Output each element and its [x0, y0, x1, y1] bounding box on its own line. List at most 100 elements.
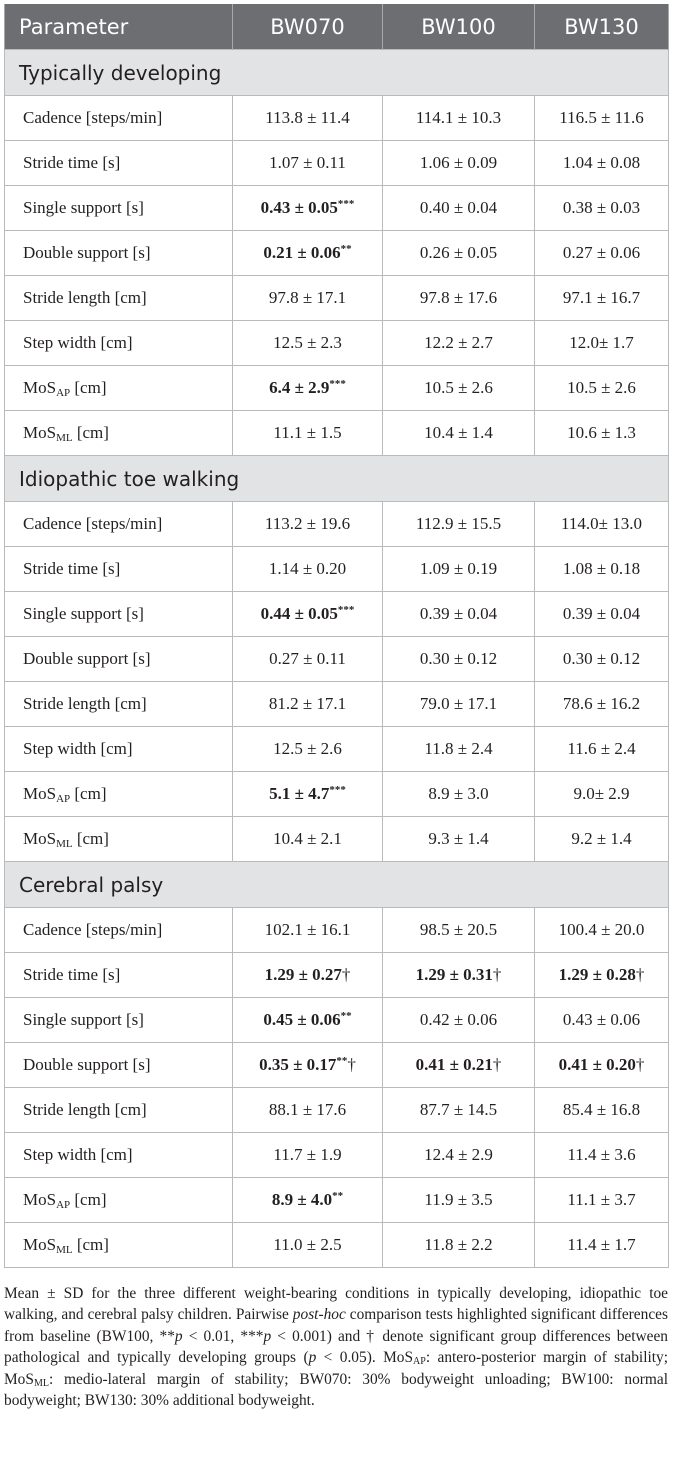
footnote-segment: p [263, 1327, 272, 1345]
parameter-cell: Step width [cm] [4, 320, 233, 366]
footnote-segment: : antero-posterior margin of stability; … [4, 1349, 668, 1388]
mean-sd-value: 11.7 ± 1.9 [273, 1145, 342, 1164]
value-cell-bw130: 12.0± 1.7 [534, 320, 669, 366]
mean-sd-value: 5.1 ± 4.7 [269, 784, 330, 803]
table-body: Typically developing Cadence [steps/min] 1… [4, 49, 669, 1268]
table-row: Double support [s] 0.35 ± 0.17**† 0.41 ± 0… [4, 1042, 669, 1088]
parameter-label: Stride time [s] [23, 965, 121, 984]
group-header-row: Idiopathic toe walking [4, 455, 669, 502]
table-row: Step width [cm] 12.5 ± 2.3 12.2 ± 2.7 12.0±… [4, 320, 669, 366]
parameter-unit: [cm] [70, 1190, 107, 1209]
footnote-segment: comparison tests highlighted significant… [4, 1306, 668, 1345]
table-row: Stride time [s] 1.14 ± 0.20 1.09 ± 0.19 1.0… [4, 546, 669, 592]
header-bw130: BW130 [534, 4, 669, 50]
table-row: Double support [s] 0.27 ± 0.11 0.30 ± 0.12… [4, 636, 669, 682]
parameter-cell: Stride time [s] [4, 952, 233, 998]
value-cell-bw100: 1.09 ± 0.19 [382, 546, 535, 592]
group-difference-dagger: † [347, 1055, 356, 1074]
mean-sd-value: 0.45 ± 0.06 [263, 1010, 341, 1029]
mean-sd-value: 11.9 ± 3.5 [424, 1190, 493, 1209]
mean-sd-value: 0.40 ± 0.04 [419, 198, 498, 217]
mean-sd-value: 79.0 ± 17.1 [419, 694, 498, 713]
value-cell-bw130: 11.4 ± 3.6 [534, 1132, 669, 1178]
value-cell-bw100: 98.5 ± 20.5 [382, 907, 535, 953]
parameter-label: Step width [cm] [23, 739, 133, 758]
parameter-label: Single support [s] [23, 1010, 144, 1029]
mean-sd-value: 11.6 ± 2.4 [567, 739, 636, 758]
value-cell-bw100: 12.4 ± 2.9 [382, 1132, 535, 1178]
parameter-label: Stride length [cm] [23, 288, 147, 307]
value-cell-bw070: 11.7 ± 1.9 [232, 1132, 383, 1178]
mean-sd-value: 0.21 ± 0.06 [263, 243, 341, 262]
group-title: Cerebral palsy [4, 861, 669, 908]
value-cell-bw130: 116.5 ± 11.6 [534, 95, 669, 141]
parameter-label: Double support [s] [23, 243, 151, 262]
table-row: Cadence [steps/min] 113.2 ± 19.6 112.9 ± 1… [4, 501, 669, 547]
value-cell-bw130: 9.0± 2.9 [534, 771, 669, 817]
parameter-label: Single support [s] [23, 198, 144, 217]
parameter-label: Stride length [cm] [23, 1100, 147, 1119]
footnote-segment: < 0.05). MoS [316, 1349, 414, 1367]
mean-sd-value: 114.1 ± 10.3 [415, 108, 502, 127]
parameter-cell: Single support [s] [4, 591, 233, 637]
footnote-segment: p [308, 1349, 317, 1367]
value-cell-bw130: 10.6 ± 1.3 [534, 410, 669, 456]
value-cell-bw070: 10.4 ± 2.1 [232, 816, 383, 862]
table-row: MoSML [cm] 10.4 ± 2.1 9.3 ± 1.4 9.2 ± 1.4 [4, 816, 669, 862]
table-row: Single support [s] 0.43 ± 0.05*** 0.40 ± 0… [4, 185, 669, 231]
value-cell-bw070: 6.4 ± 2.9*** [232, 365, 383, 411]
value-cell-bw100: 0.30 ± 0.12 [382, 636, 535, 682]
parameter-label: Cadence [steps/min] [23, 514, 163, 533]
footnote-segment: AP [413, 1356, 426, 1368]
value-cell-bw100: 0.26 ± 0.05 [382, 230, 535, 276]
value-cell-bw070: 113.8 ± 11.4 [232, 95, 383, 141]
group-difference-dagger: † [341, 965, 351, 984]
parameter-label: MoS [23, 378, 57, 397]
value-cell-bw100: 97.8 ± 17.6 [382, 275, 535, 321]
group-difference-dagger: † [635, 1055, 645, 1074]
mean-sd-value: 11.1 ± 1.5 [273, 423, 342, 442]
parameter-label: MoS [23, 423, 57, 442]
parameter-cell: Step width [cm] [4, 726, 233, 772]
parameter-label: Step width [cm] [23, 333, 133, 352]
parameter-cell: Cadence [steps/min] [4, 95, 233, 141]
mean-sd-value: 8.9 ± 4.0 [271, 1190, 333, 1209]
value-cell-bw100: 0.40 ± 0.04 [382, 185, 535, 231]
mean-sd-value: 11.0 ± 2.5 [273, 1235, 342, 1254]
value-cell-bw100: 1.29 ± 0.31† [382, 952, 535, 998]
parameter-cell: Single support [s] [4, 185, 233, 231]
results-table: Parameter BW070 BW100 BW130 Typically de… [4, 4, 669, 1268]
value-cell-bw100: 8.9 ± 3.0 [382, 771, 535, 817]
group-difference-dagger: † [492, 965, 502, 984]
mean-sd-value: 116.5 ± 11.6 [559, 108, 644, 127]
mean-sd-value: 0.41 ± 0.21 [415, 1055, 493, 1074]
table-row: Cadence [steps/min] 102.1 ± 16.1 98.5 ± 20… [4, 907, 669, 953]
mean-sd-value: 11.4 ± 1.7 [567, 1235, 636, 1254]
parameter-label: MoS [23, 1190, 57, 1209]
value-cell-bw070: 88.1 ± 17.6 [232, 1087, 383, 1133]
value-cell-bw100: 11.9 ± 3.5 [382, 1177, 535, 1223]
mean-sd-value: 112.9 ± 15.5 [415, 514, 502, 533]
group-header-row: Typically developing [4, 49, 669, 96]
value-cell-bw130: 114.0± 13.0 [534, 501, 669, 547]
value-cell-bw130: 85.4 ± 16.8 [534, 1087, 669, 1133]
parameter-label: Cadence [steps/min] [23, 920, 163, 939]
value-cell-bw130: 0.38 ± 0.03 [534, 185, 669, 231]
value-cell-bw070: 102.1 ± 16.1 [232, 907, 383, 953]
mean-sd-value: 98.5 ± 20.5 [419, 920, 498, 939]
mean-sd-value: 87.7 ± 14.5 [419, 1100, 498, 1119]
mean-sd-value: 114.0± 13.0 [561, 514, 642, 533]
mean-sd-value: 11.8 ± 2.4 [424, 739, 493, 758]
table-row: Stride time [s] 1.29 ± 0.27† 1.29 ± 0.31† 1… [4, 952, 669, 998]
value-cell-bw100: 9.3 ± 1.4 [382, 816, 535, 862]
mean-sd-value: 0.38 ± 0.03 [562, 198, 641, 217]
table-row: Stride length [cm] 81.2 ± 17.1 79.0 ± 17.1… [4, 681, 669, 727]
value-cell-bw130: 10.5 ± 2.6 [534, 365, 669, 411]
group-title: Idiopathic toe walking [4, 455, 669, 502]
value-cell-bw070: 5.1 ± 4.7*** [232, 771, 383, 817]
mean-sd-value: 9.2 ± 1.4 [571, 829, 632, 848]
value-cell-bw100: 12.2 ± 2.7 [382, 320, 535, 366]
footnote-segment: p [174, 1327, 183, 1345]
value-cell-bw100: 114.1 ± 10.3 [382, 95, 535, 141]
mean-sd-value: 12.5 ± 2.3 [273, 333, 342, 352]
